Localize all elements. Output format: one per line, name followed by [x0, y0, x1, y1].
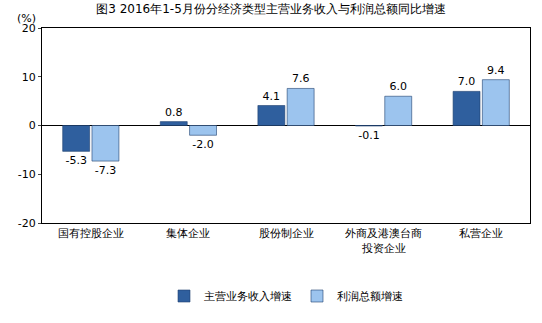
svg-text:图3 2016年1-5月份分经济类型主营业务收入与利润总额同: 图3 2016年1-5月份分经济类型主营业务收入与利润总额同比增速 [96, 2, 446, 16]
svg-text:-7.3: -7.3 [95, 164, 116, 177]
svg-text:-0.1: -0.1 [358, 129, 379, 142]
svg-text:0: 0 [29, 119, 36, 132]
svg-text:4.1: 4.1 [263, 90, 281, 103]
svg-text:-10: -10 [18, 168, 36, 181]
svg-text:利润总额增速: 利润总额增速 [337, 290, 403, 303]
svg-text:7.6: 7.6 [292, 72, 310, 85]
svg-text:股份制企业: 股份制企业 [259, 227, 314, 240]
svg-text:7.0: 7.0 [458, 75, 476, 88]
svg-text:-5.3: -5.3 [65, 154, 86, 167]
svg-text:0.8: 0.8 [165, 106, 183, 119]
svg-text:-20: -20 [18, 217, 36, 230]
svg-text:6.0: 6.0 [389, 80, 407, 93]
svg-text:主营业务收入增速: 主营业务收入增速 [204, 290, 292, 303]
svg-text:国有控股企业: 国有控股企业 [58, 227, 124, 240]
svg-text:-2.0: -2.0 [192, 138, 213, 151]
svg-text:外商及港澳台商投资企业: 外商及港澳台商投资企业 [345, 227, 422, 254]
svg-text:10: 10 [22, 71, 36, 84]
svg-text:20: 20 [22, 22, 36, 35]
svg-text:集体企业: 集体企业 [166, 227, 210, 240]
svg-text:(%): (%) [17, 12, 36, 25]
svg-text:9.4: 9.4 [487, 64, 505, 77]
svg-text:私营企业: 私营企业 [459, 227, 503, 240]
